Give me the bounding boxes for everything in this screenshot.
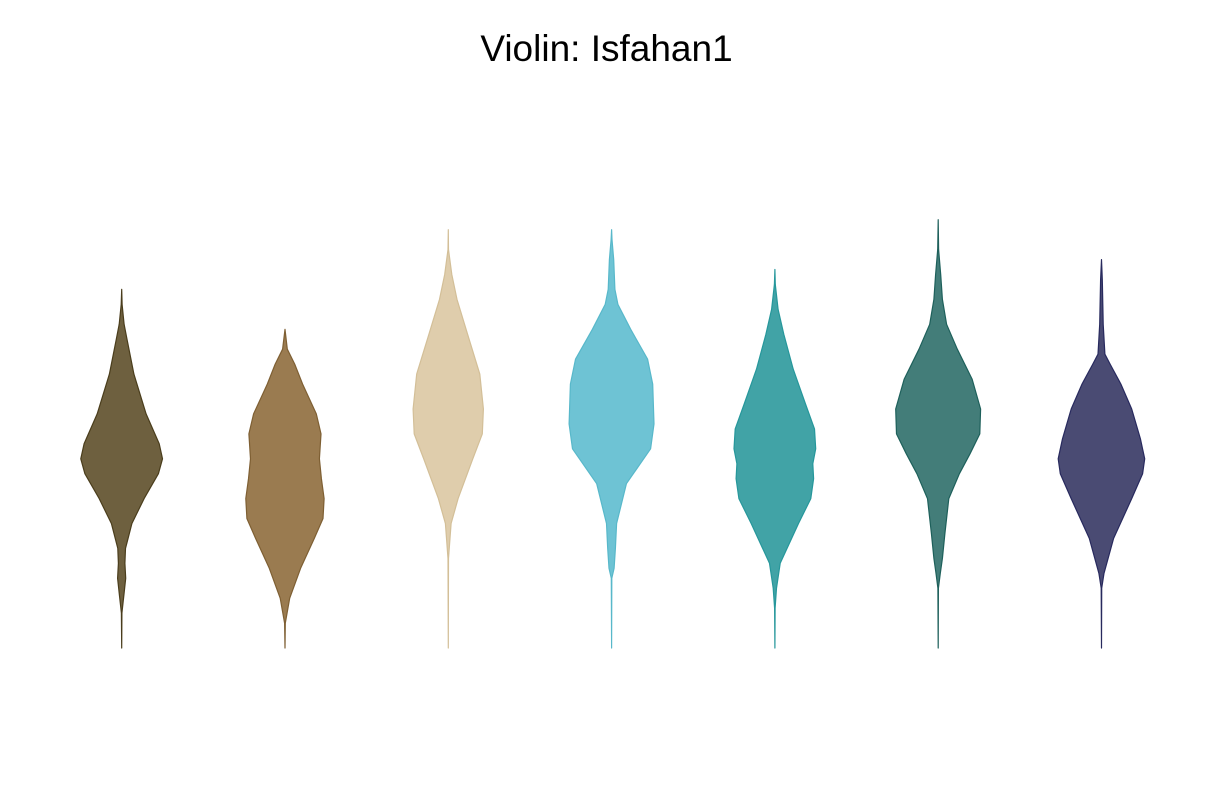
violin-6 (896, 220, 981, 648)
violin-7 (1058, 260, 1145, 648)
violin-3 (413, 230, 483, 648)
violin-5 (734, 270, 816, 649)
violin-2 (246, 329, 324, 648)
violin-1 (81, 289, 163, 648)
violin-4 (569, 230, 654, 648)
